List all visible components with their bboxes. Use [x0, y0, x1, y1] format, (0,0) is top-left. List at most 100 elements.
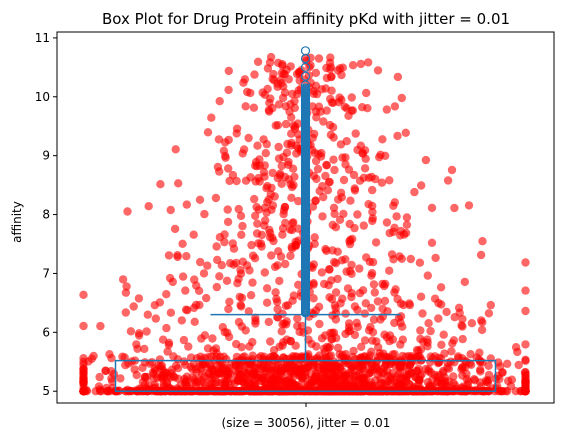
jitter-point	[322, 342, 332, 352]
jitter-point	[262, 284, 272, 293]
jitter-point	[268, 168, 277, 178]
jitter-point	[118, 275, 128, 284]
jitter-point	[336, 299, 345, 308]
jitter-point	[507, 375, 517, 384]
jitter-point	[347, 292, 356, 302]
jitter-point	[282, 148, 292, 157]
jitter-point	[241, 326, 250, 335]
jitter-point	[447, 347, 456, 356]
jitter-point	[195, 300, 204, 310]
jitter-point	[338, 63, 347, 72]
jitter-point	[240, 352, 249, 361]
jitter-point	[270, 192, 279, 201]
jitter-point	[272, 294, 281, 304]
jitter-point	[476, 365, 485, 374]
jitter-point	[477, 325, 487, 335]
jitter-point	[514, 360, 523, 370]
jitter-point	[315, 319, 324, 329]
jitter-point	[261, 149, 270, 158]
jitter-point	[263, 64, 273, 73]
jitter-point	[339, 175, 349, 185]
jitter-point	[184, 342, 193, 351]
jitter-point	[466, 350, 475, 359]
outlier-markers	[300, 46, 311, 318]
jitter-point	[521, 355, 530, 364]
jitter-point	[287, 242, 296, 252]
jitter-point	[476, 250, 486, 260]
jitter-point	[199, 269, 209, 278]
jitter-point	[381, 151, 390, 160]
jitter-point	[350, 186, 360, 195]
jitter-point	[275, 276, 284, 286]
jitter-point	[325, 265, 334, 274]
jitter-point	[365, 368, 374, 377]
jitter-point	[284, 75, 293, 84]
jitter-point	[287, 129, 296, 138]
chart-title: Box Plot for Drug Protein affinity pKd w…	[102, 10, 510, 28]
jitter-point	[355, 288, 365, 298]
jitter-point	[182, 200, 191, 209]
jitter-point	[443, 176, 453, 185]
jitter-point	[344, 165, 354, 174]
jitter-point	[116, 374, 125, 383]
jitter-point	[95, 372, 104, 382]
jitter-point	[322, 106, 331, 115]
jitter-point	[203, 128, 213, 137]
jitter-point	[179, 335, 189, 345]
jitter-point	[319, 192, 328, 202]
jitter-point	[262, 184, 271, 193]
jitter-points-layer	[79, 52, 530, 396]
jitter-point	[317, 268, 327, 277]
jitter-point	[416, 292, 426, 301]
jitter-point	[358, 149, 368, 158]
jitter-point	[309, 86, 319, 96]
jitter-point	[337, 256, 347, 265]
jitter-point	[277, 327, 286, 336]
jitter-point	[370, 288, 379, 297]
jitter-point	[289, 180, 298, 190]
jitter-point	[360, 336, 370, 345]
jitter-point	[462, 369, 471, 378]
jitter-point	[253, 141, 262, 150]
y-axis: 5 6 7 8 9 10 11	[35, 31, 57, 398]
jitter-point	[164, 340, 173, 350]
jitter-point	[348, 106, 357, 115]
jitter-point	[276, 252, 286, 261]
jitter-point	[381, 279, 390, 289]
jitter-point	[251, 211, 260, 220]
jitter-point	[288, 296, 297, 305]
jitter-point	[330, 257, 339, 267]
jitter-point	[273, 261, 282, 270]
jitter-point	[247, 240, 256, 250]
jitter-point	[271, 288, 280, 297]
jitter-point	[362, 253, 371, 262]
jitter-point	[134, 294, 144, 303]
jitter-point	[396, 380, 405, 389]
jitter-point	[431, 253, 440, 263]
jitter-point	[486, 354, 495, 363]
jitter-point	[321, 171, 330, 181]
jitter-point	[287, 193, 296, 202]
outlier-marker	[300, 268, 311, 278]
jitter-point	[273, 173, 282, 183]
jitter-point	[328, 123, 338, 132]
jitter-point	[304, 335, 313, 344]
jitter-point	[243, 87, 252, 97]
outlier-marker	[300, 115, 311, 125]
jitter-point	[402, 213, 412, 222]
jitter-point	[464, 201, 474, 210]
jitter-point	[447, 165, 457, 175]
jitter-point	[142, 372, 151, 382]
jitter-point	[478, 318, 487, 327]
jitter-point	[319, 117, 328, 126]
jitter-point	[393, 131, 402, 141]
jitter-point	[352, 376, 361, 386]
jitter-point	[257, 230, 267, 240]
jitter-point	[278, 320, 287, 329]
jitter-point	[223, 205, 232, 214]
jitter-point	[398, 322, 407, 331]
y-tick-label: 6	[42, 325, 50, 339]
jitter-point	[470, 375, 479, 384]
jitter-point	[340, 102, 349, 112]
jitter-point	[240, 383, 249, 392]
